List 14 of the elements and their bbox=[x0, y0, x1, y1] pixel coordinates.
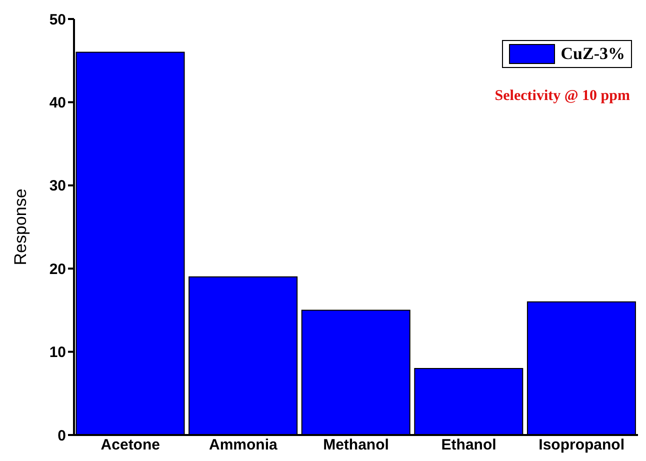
y-tick-label: 20 bbox=[49, 260, 66, 278]
x-tick-label: Ethanol bbox=[441, 436, 496, 454]
x-tick-label: Acetone bbox=[100, 436, 160, 454]
y-axis-title: Response bbox=[11, 188, 30, 266]
y-tick-label: 0 bbox=[58, 427, 66, 444]
x-tick-label: Methanol bbox=[323, 436, 389, 454]
y-tick-label: 30 bbox=[49, 178, 66, 195]
x-tick-label: Ammonia bbox=[209, 436, 278, 454]
x-tick-label: Isopropanol bbox=[538, 436, 625, 454]
y-tick-label: 50 bbox=[49, 11, 66, 28]
legend-label: CuZ-3% bbox=[560, 44, 625, 64]
annotation: Selectivity @ 10 ppm bbox=[494, 88, 630, 105]
y-tick-label: 10 bbox=[49, 344, 66, 362]
y-tick-label: 40 bbox=[49, 94, 66, 112]
